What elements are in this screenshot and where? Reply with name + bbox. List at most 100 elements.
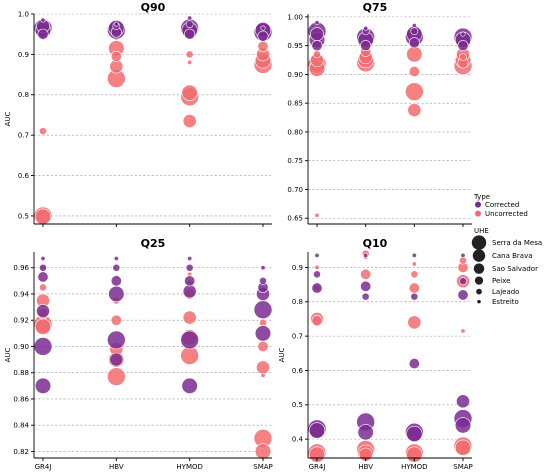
point-corrected — [457, 289, 469, 301]
point-corrected — [182, 284, 197, 299]
point-uncorrected — [185, 50, 194, 59]
legend-size-marker — [474, 276, 484, 285]
point-corrected — [314, 20, 320, 26]
y-tick-label: 0.90 — [13, 343, 29, 351]
point-uncorrected — [405, 82, 424, 101]
point-uncorrected — [459, 53, 467, 62]
legend-label-uhe: Estreito — [492, 298, 519, 306]
y-tick-label: 0.95 — [287, 42, 303, 50]
point-uncorrected — [314, 264, 320, 270]
legend-label-uhe: Lajeado — [492, 288, 519, 296]
point-uncorrected — [311, 315, 323, 327]
y-axis-label: AUC — [4, 111, 12, 126]
point-uncorrected — [407, 103, 422, 117]
point-corrected — [411, 252, 417, 258]
x-tick-label: HYMOD — [401, 463, 427, 471]
point-uncorrected — [110, 314, 122, 326]
y-tick-label: 0.75 — [287, 157, 303, 165]
point-corrected — [187, 256, 193, 262]
point-corrected — [310, 27, 324, 42]
legend-type-title: Type — [473, 193, 490, 201]
point-corrected — [181, 377, 198, 394]
point-corrected — [460, 31, 466, 37]
x-tick-label: GR4J — [309, 463, 326, 471]
y-axis-label: AUC — [4, 347, 12, 362]
point-corrected — [257, 30, 269, 42]
point-uncorrected — [256, 360, 270, 375]
chart-title: Q10 — [363, 237, 388, 250]
point-uncorrected — [182, 310, 197, 325]
y-tick-label: 0.5 — [292, 401, 303, 409]
point-corrected — [37, 271, 49, 283]
panel-q75: Q75 0.65 0.70 0.75 0.80 0.85 0.90 0.95 1.00 — [287, 1, 473, 227]
y-tick-label: 0.94 — [13, 290, 29, 298]
y-tick-label: 0.80 — [287, 128, 303, 136]
y-tick-label: 0.8 — [292, 298, 303, 306]
point-corrected — [363, 25, 369, 31]
y-tick-label: 0.70 — [287, 186, 303, 194]
y-tick-label: 0.9 — [292, 264, 303, 272]
x-tick-label: HYMOD — [176, 463, 202, 471]
point-corrected — [110, 275, 122, 287]
legend-size-marker — [473, 263, 485, 274]
point-uncorrected — [408, 282, 420, 294]
panel-q10: Q10 0.4 0.5 0.6 0.7 0.8 0.9 AUC GR4J HBV HYMOD SMAP — [278, 237, 473, 471]
y-tick-label: 0.86 — [13, 395, 29, 403]
point-corrected — [456, 394, 470, 409]
point-corrected — [406, 425, 423, 443]
legend-label-corrected: Corrected — [485, 201, 519, 209]
point-corrected — [260, 25, 266, 31]
point-uncorrected — [110, 50, 122, 62]
point-corrected — [40, 256, 46, 262]
point-corrected — [360, 280, 372, 292]
point-uncorrected — [410, 270, 419, 279]
point-corrected — [254, 325, 272, 342]
y-tick-label: 0.90 — [287, 71, 303, 79]
point-corrected — [314, 252, 320, 258]
point-corrected — [184, 275, 196, 287]
x-tick-label: HBV — [109, 463, 124, 471]
point-uncorrected — [180, 346, 199, 365]
point-corrected — [253, 300, 273, 320]
chart-title: Q25 — [141, 237, 166, 250]
point-corrected — [40, 17, 46, 23]
y-tick-label: 0.6 — [292, 367, 304, 375]
point-corrected — [113, 256, 119, 262]
point-uncorrected — [459, 256, 467, 265]
point-uncorrected — [314, 212, 320, 218]
point-corrected — [408, 37, 420, 49]
point-uncorrected — [39, 127, 47, 136]
point-corrected — [187, 15, 193, 21]
y-tick-label: 0.8 — [18, 91, 29, 99]
point-uncorrected — [257, 40, 269, 52]
y-tick-label: 0.6 — [18, 172, 30, 180]
point-corrected — [34, 377, 52, 394]
chart-title: Q75 — [363, 1, 388, 14]
point-uncorrected — [411, 261, 417, 267]
point-corrected — [311, 282, 323, 294]
legend-size-marker — [472, 249, 486, 262]
point-uncorrected — [181, 84, 198, 101]
point-corrected — [184, 28, 196, 40]
point-uncorrected — [308, 446, 326, 463]
legend-label-uncorrected: Uncorrected — [485, 210, 528, 218]
point-corrected — [311, 40, 323, 52]
point-corrected — [454, 417, 472, 434]
point-uncorrected — [34, 318, 52, 335]
point-corrected — [36, 304, 50, 318]
y-tick-label: 1.00 — [287, 13, 303, 21]
point-corrected — [410, 292, 419, 301]
point-corrected — [313, 270, 321, 279]
x-tick-label: GR4J — [35, 463, 52, 471]
point-corrected — [185, 20, 194, 28]
point-corrected — [37, 28, 49, 40]
legend-label-uhe: Serra da Mesa — [492, 239, 542, 247]
y-tick-label: 0.85 — [287, 100, 303, 108]
point-corrected — [457, 40, 469, 52]
chart-title: Q90 — [141, 1, 166, 14]
point-uncorrected — [34, 208, 52, 225]
y-tick-label: 0.4 — [292, 436, 304, 444]
point-corrected — [460, 252, 466, 258]
point-uncorrected — [406, 446, 423, 463]
